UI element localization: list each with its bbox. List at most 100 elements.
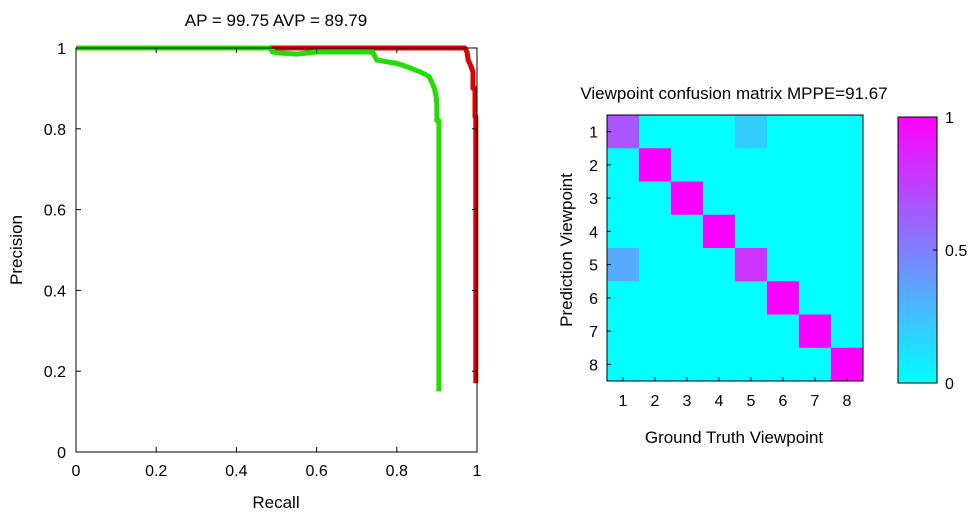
cm-cell [799,214,832,249]
cm-y-tick-label: 4 [589,224,598,241]
pr-x-tick-label: 1 [473,463,482,480]
pr-x-tick-label: 0.2 [145,463,167,480]
cm-cell [735,214,768,249]
pr-x-tick-label: 0.6 [305,463,327,480]
cm-cell [607,281,640,315]
pr-y-tick-label: 0.2 [44,364,66,381]
cm-cell [607,181,640,216]
cm-cell [799,314,832,349]
cm-title: Viewpoint confusion matrix MPPE=91.67 [580,84,887,103]
cm-cell [831,314,864,349]
cm-cell [639,181,672,216]
cm-cell [767,347,800,382]
cm-cell [639,314,672,349]
cm-cell [703,314,736,349]
cm-x-tick-label: 6 [779,393,788,410]
cm-cell [639,214,672,249]
cm-cell [671,314,704,349]
cm-cell [735,347,768,382]
cm-cell [735,248,768,282]
pr-x-tick-label: 0 [72,463,81,480]
cm-cell [671,214,704,249]
cm-cell [767,115,800,149]
cm-cell [639,148,672,182]
cm-cell [831,347,864,382]
pr-x-tick-label: 0.8 [386,463,408,480]
cm-y-tick-label: 8 [589,357,598,374]
cm-cell [831,281,864,315]
cm-cell [799,347,832,382]
cm-cell [703,248,736,282]
cm-y-tick-label: 3 [589,191,598,208]
pr-plot-area [76,48,477,452]
cm-cell [831,248,864,282]
cm-cell [767,248,800,282]
cm-y-ticks: 1 2 3 4 5 6 7 8 [589,125,611,374]
cm-cell [671,115,704,149]
pr-series-line-1 [76,45,442,392]
cm-cell [671,181,704,216]
cm-axes-box [606,114,864,382]
cm-cell [671,148,704,182]
pr-y-label: Precision [7,215,26,285]
cm-cell [735,281,768,315]
pr-y-tick-label: 0.6 [44,203,66,220]
cm-cell [799,281,832,315]
cm-cell [607,314,640,349]
cm-x-tick-label: 7 [811,393,820,410]
cm-cell [703,148,736,182]
cm-cell [703,214,736,249]
cm-cell [607,214,640,249]
cm-cell [799,148,832,182]
pr-y-tick-label: 0 [57,445,66,462]
pr-x-label: Recall [252,493,299,512]
colorbar-ticks: 00.51 [933,110,967,393]
cm-cell [831,115,864,149]
cm-cells-group [607,115,864,382]
cm-x-tick-label: 2 [651,393,660,410]
cm-x-tick-label: 4 [715,393,724,410]
cm-cell [799,181,832,216]
cm-cell [831,214,864,249]
cm-x-tick-label: 8 [843,393,852,410]
colorbar-tick-label: 0.5 [945,243,967,260]
cm-cell [639,115,672,149]
cm-cell [735,181,768,216]
pr-y-tick-label: 0.4 [44,283,66,300]
cm-cell [703,115,736,149]
pr-axes-box [75,47,478,453]
cm-cell [767,181,800,216]
cm-cell [767,148,800,182]
cm-cell [671,248,704,282]
cm-cell [703,281,736,315]
cm-cell [639,248,672,282]
cm-x-tick-label: 5 [747,393,756,410]
cm-y-tick-label: 5 [589,258,598,275]
pr-y-tick-label: 1 [57,41,66,58]
cm-cell [703,347,736,382]
colorbar-tick-label: 0 [945,376,954,393]
cm-cell [639,347,672,382]
cm-y-label: Prediction Viewpoint [557,173,576,327]
cm-y-tick-label: 2 [589,158,598,175]
pr-x-ticks: 0 0.2 0.4 0.6 0.8 1 [72,48,482,480]
cm-cell [671,347,704,382]
pr-y-tick-label: 0.8 [44,122,66,139]
cm-cell [767,314,800,349]
cm-cell [607,115,640,149]
cm-x-tick-label: 3 [683,393,692,410]
cm-cell [735,314,768,349]
colorbar: 00.51 [897,110,967,393]
cm-x-ticks: 1 2 3 4 5 6 7 8 [619,377,852,410]
pr-x-tick-label: 0.4 [225,463,247,480]
cm-cell [767,214,800,249]
cm-cell [735,115,768,149]
cm-cell [831,148,864,182]
cm-x-label: Ground Truth Viewpoint [645,428,824,447]
cm-cell [799,115,832,149]
cm-cell [703,181,736,216]
cm-cell [639,281,672,315]
cm-y-tick-label: 6 [589,291,598,308]
pr-title: AP = 99.75 AVP = 89.79 [185,11,367,30]
